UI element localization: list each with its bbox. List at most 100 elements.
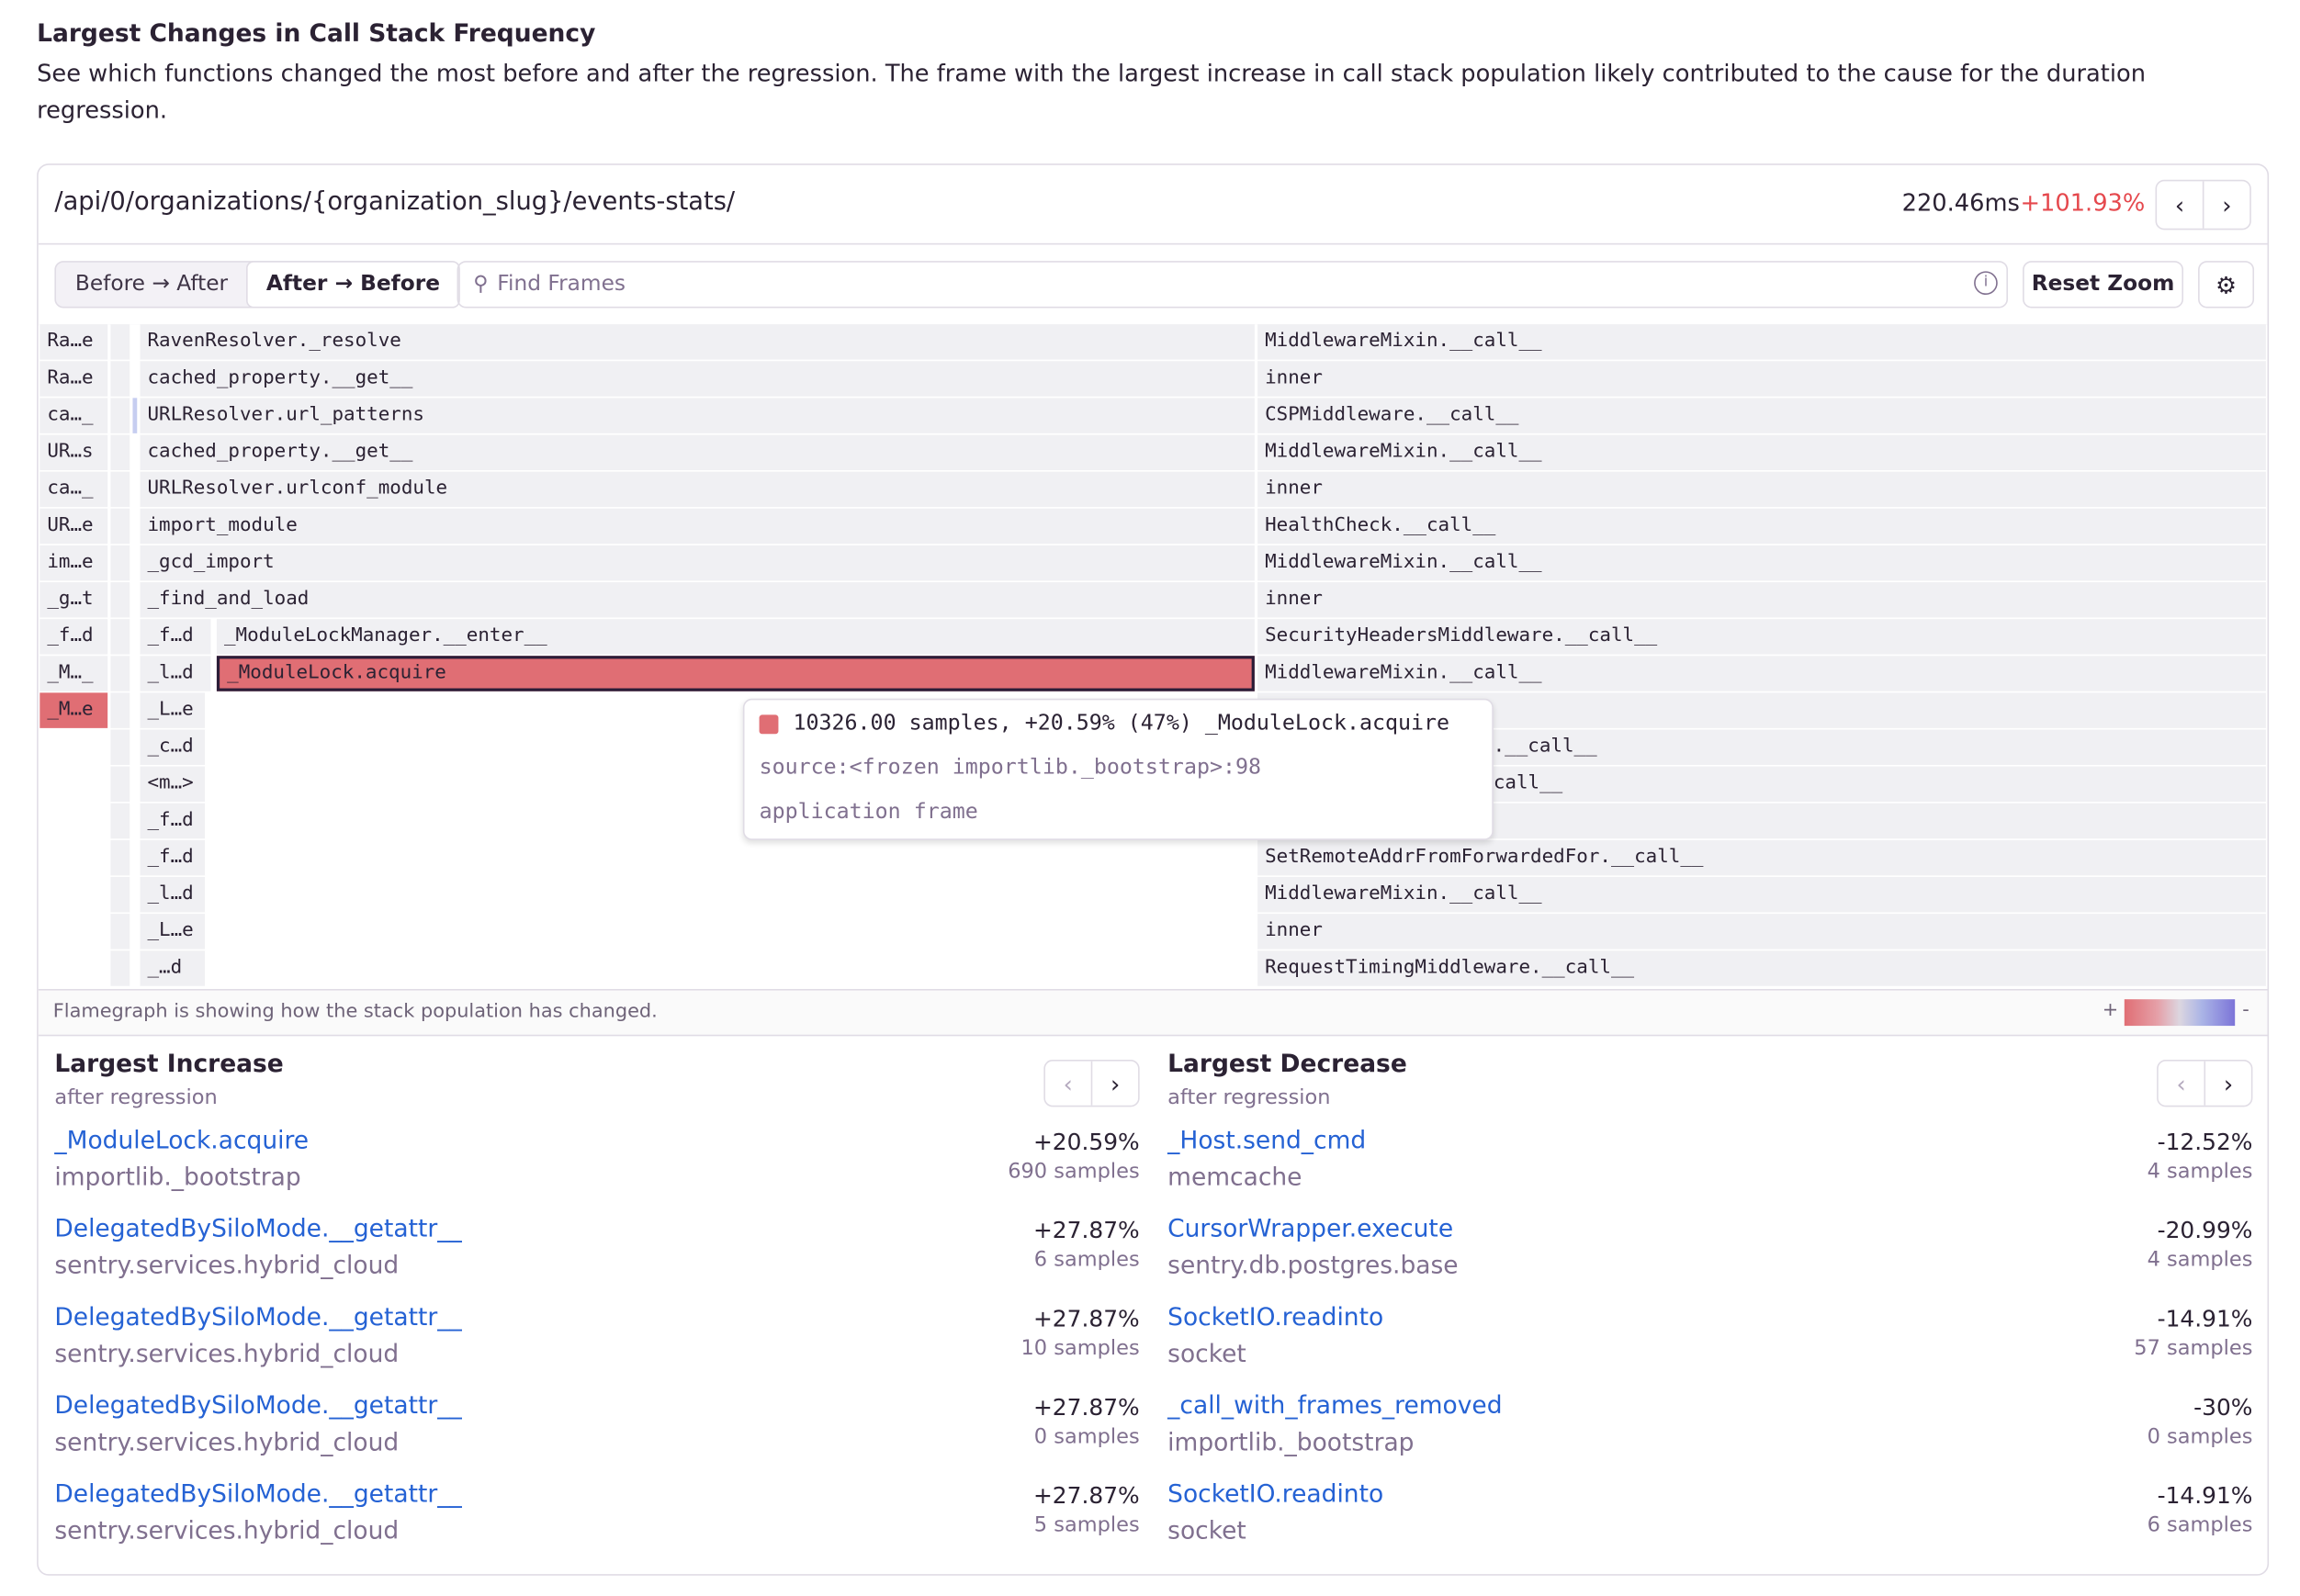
flame-frame[interactable]: inner bbox=[1257, 361, 2266, 397]
flamegraph-toolbar: Before → After After → Before ⚲ Find Fra… bbox=[38, 244, 2268, 326]
flame-frame[interactable] bbox=[110, 545, 130, 581]
flame-frame[interactable]: _L…e bbox=[140, 914, 206, 950]
flamegraph-canvas[interactable]: Ra…e Ra…e ca…_ UR…s ca…_ UR…e im…e _g…t _f…d _M…_… bbox=[38, 324, 2268, 989]
flame-frame[interactable]: inner bbox=[1257, 471, 2266, 508]
flame-frame[interactable] bbox=[110, 876, 130, 913]
before-after-option[interactable]: Before → After bbox=[74, 272, 229, 297]
gear-icon[interactable]: ⚙ bbox=[2198, 261, 2255, 309]
flame-frame[interactable] bbox=[110, 398, 130, 433]
flame-frame[interactable] bbox=[110, 471, 130, 508]
flame-frame[interactable]: HealthCheck.__call__ bbox=[1257, 508, 2266, 545]
chevron-left-icon[interactable]: ‹ bbox=[1063, 1069, 1073, 1097]
function-link[interactable]: _call_with_frames_removed bbox=[1167, 1391, 1503, 1420]
function-link[interactable]: DelegatedBySiloMode.__getattr__ bbox=[54, 1479, 462, 1508]
flame-frame[interactable] bbox=[110, 692, 130, 728]
flame-frame[interactable]: _l…d bbox=[140, 656, 211, 691]
function-link[interactable]: DelegatedBySiloMode.__getattr__ bbox=[54, 1214, 462, 1243]
flame-frame[interactable] bbox=[110, 361, 130, 397]
flame-frame[interactable]: _M…e bbox=[39, 692, 108, 728]
flame-frame[interactable]: _ModuleLockManager.__enter__ bbox=[216, 619, 1255, 655]
flame-frame[interactable] bbox=[110, 508, 130, 545]
flame-frame[interactable]: UR…s bbox=[39, 434, 108, 470]
flame-frame[interactable]: MiddlewareMixin.__call__ bbox=[1257, 656, 2266, 691]
chevron-left-icon[interactable]: ‹ bbox=[2176, 1069, 2186, 1097]
function-link[interactable]: SocketIO.readinto bbox=[1167, 1479, 1384, 1508]
flame-frame[interactable]: RequestTimingMiddleware.__call__ bbox=[1257, 950, 2266, 986]
function-link[interactable]: DelegatedBySiloMode.__getattr__ bbox=[54, 1391, 462, 1420]
flame-frame[interactable]: ca…_ bbox=[39, 398, 108, 433]
flame-frame[interactable] bbox=[110, 434, 130, 470]
flame-frame[interactable]: URLResolver.urlconf_module bbox=[140, 471, 1255, 508]
flame-frame[interactable] bbox=[110, 729, 130, 765]
flame-frame[interactable]: im…e bbox=[39, 545, 108, 581]
function-link[interactable]: _Host.send_cmd bbox=[1167, 1126, 1367, 1154]
flame-frame[interactable] bbox=[110, 839, 130, 876]
flame-frame[interactable]: MiddlewareMixin.__call__ bbox=[1257, 876, 2266, 913]
change-percent: +20.59% bbox=[1032, 1129, 1140, 1156]
flame-frame[interactable]: _g…t bbox=[39, 581, 108, 618]
flame-frame[interactable]: Ra…e bbox=[39, 324, 108, 360]
info-icon[interactable]: i bbox=[1974, 271, 1998, 295]
chevron-right-icon[interactable]: › bbox=[2204, 1061, 2250, 1106]
function-link[interactable]: DelegatedBySiloMode.__getattr__ bbox=[54, 1302, 462, 1332]
flame-frame[interactable]: _f…d bbox=[140, 839, 206, 876]
flame-frame[interactable]: MiddlewareMixin.__call__ bbox=[1257, 434, 2266, 470]
flame-frame[interactable]: SetRemoteAddrFromForwardedFor.__call__ bbox=[1257, 839, 2266, 876]
after-before-option[interactable]: After → Before bbox=[245, 261, 461, 309]
flame-frame[interactable]: import_module bbox=[140, 508, 1255, 545]
chevron-right-icon[interactable]: › bbox=[2202, 181, 2249, 229]
increase-item: DelegatedBySiloMode.__getattr__ sentry.se… bbox=[54, 1303, 1139, 1391]
flame-frame[interactable] bbox=[110, 803, 130, 839]
flame-frame[interactable]: cached_property.__get__ bbox=[140, 434, 1255, 470]
flame-frame[interactable]: _M…_ bbox=[39, 656, 108, 691]
flame-frame[interactable]: MiddlewareMixin.__call__ bbox=[1257, 324, 2266, 360]
find-frames-input[interactable]: ⚲ Find Frames i bbox=[457, 261, 2009, 309]
flame-frame[interactable] bbox=[132, 398, 138, 433]
section-description: See which functions changed the most bef… bbox=[37, 59, 2146, 124]
flame-frame[interactable] bbox=[110, 324, 130, 360]
flamegraph-card: /api/0/organizations/{organization_slug}… bbox=[37, 163, 2270, 1576]
function-link[interactable]: _ModuleLock.acquire bbox=[54, 1126, 310, 1154]
flame-frame[interactable]: <m…> bbox=[140, 766, 206, 803]
flame-frame[interactable]: RavenResolver._resolve bbox=[140, 324, 1255, 360]
flame-frame[interactable] bbox=[110, 950, 130, 986]
flame-frame[interactable]: Ra…e bbox=[39, 361, 108, 397]
function-link[interactable]: CursorWrapper.execute bbox=[1167, 1214, 1454, 1243]
function-link[interactable]: SocketIO.readinto bbox=[1167, 1302, 1384, 1332]
selected-frame[interactable]: _ModuleLock.acquire bbox=[216, 656, 1255, 691]
flame-frame[interactable]: _…d bbox=[140, 950, 206, 986]
reset-zoom-button[interactable]: Reset Zoom bbox=[2023, 261, 2184, 309]
flame-frame[interactable]: SecurityHeadersMiddleware.__call__ bbox=[1257, 619, 2266, 655]
flame-frame[interactable]: cached_property.__get__ bbox=[140, 361, 1255, 397]
flame-frame[interactable]: inner bbox=[1257, 581, 2266, 618]
module-name: sentry.services.hybrid_cloud bbox=[54, 1339, 400, 1368]
duration-change: +101.93% bbox=[2020, 188, 2146, 217]
search-icon: ⚲ bbox=[473, 272, 489, 297]
flame-frame[interactable] bbox=[110, 656, 130, 691]
chevron-left-icon[interactable]: ‹ bbox=[2174, 190, 2185, 219]
flame-frame[interactable] bbox=[110, 766, 130, 803]
flame-frame[interactable]: inner bbox=[1257, 914, 2266, 950]
flame-frame[interactable] bbox=[110, 914, 130, 950]
flame-frame[interactable]: _gcd_import bbox=[140, 545, 1255, 581]
direction-toggle: Before → After After → Before bbox=[54, 261, 461, 309]
change-percent: +27.87% bbox=[1032, 1217, 1140, 1244]
flame-frame[interactable]: URLResolver.url_patterns bbox=[140, 398, 1255, 433]
module-name: importlib._bootstrap bbox=[54, 1163, 301, 1191]
flame-frame[interactable]: _f…d bbox=[140, 619, 211, 655]
flame-frame[interactable]: _l…d bbox=[140, 876, 206, 913]
tooltip-source: source:<frozen importlib._bootstrap>:98 bbox=[759, 756, 1262, 781]
flame-frame[interactable]: _c…d bbox=[140, 729, 206, 765]
flame-frame[interactable]: _find_and_load bbox=[140, 581, 1255, 618]
flame-frame[interactable] bbox=[110, 581, 130, 618]
flame-frame[interactable] bbox=[110, 619, 130, 655]
chevron-right-icon[interactable]: › bbox=[1090, 1061, 1138, 1106]
largest-increase-list: Largest Increase after regression ‹ › _M… bbox=[54, 1050, 1140, 1566]
flame-frame[interactable]: _f…d bbox=[140, 803, 206, 839]
flame-frame[interactable]: CSPMiddleware.__call__ bbox=[1257, 398, 2266, 433]
flame-frame[interactable]: MiddlewareMixin.__call__ bbox=[1257, 545, 2266, 581]
flame-frame[interactable]: ca…_ bbox=[39, 471, 108, 508]
flame-frame[interactable]: _f…d bbox=[39, 619, 108, 655]
flame-frame[interactable]: _L…e bbox=[140, 692, 206, 728]
flame-frame[interactable]: UR…e bbox=[39, 508, 108, 545]
